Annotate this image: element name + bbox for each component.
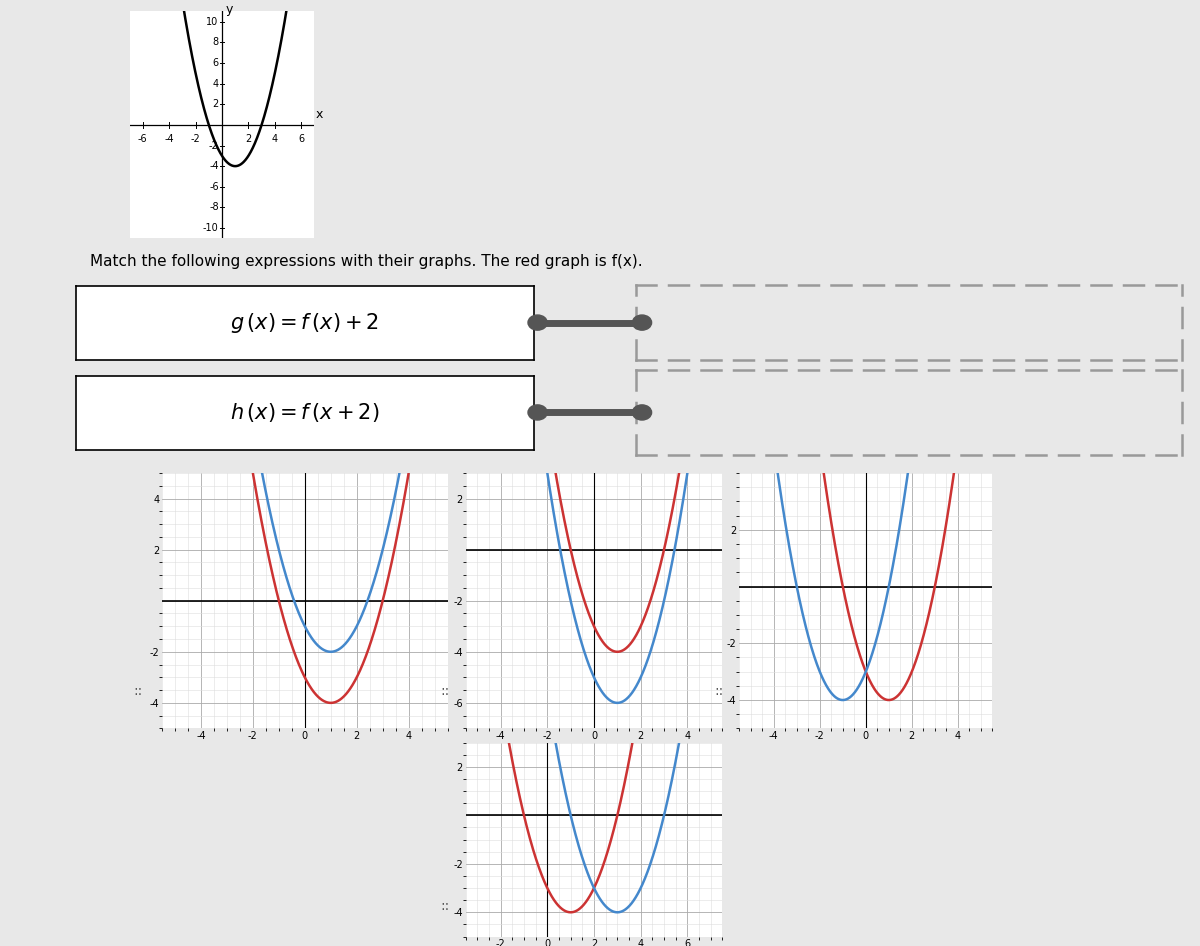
Text: ::: :: — [714, 684, 724, 698]
Text: 6: 6 — [212, 58, 218, 68]
Text: Match the following expressions with their graphs. The red graph is f(x).: Match the following expressions with the… — [90, 254, 643, 269]
Text: -6: -6 — [138, 134, 148, 144]
Text: ::: :: — [440, 900, 449, 913]
Text: ::: :: — [133, 684, 143, 698]
Text: 6: 6 — [298, 134, 305, 144]
Text: 2: 2 — [212, 99, 218, 109]
Text: x: x — [316, 108, 323, 121]
Text: $g\,(x) = f\,(x) + 2$: $g\,(x) = f\,(x) + 2$ — [230, 311, 379, 335]
Text: 10: 10 — [206, 17, 218, 26]
Text: 2: 2 — [245, 134, 252, 144]
Text: y: y — [226, 4, 233, 16]
Text: -6: -6 — [209, 182, 218, 192]
Text: ::: :: — [440, 684, 449, 698]
Text: -2: -2 — [209, 141, 218, 150]
Text: -4: -4 — [164, 134, 174, 144]
Text: $h\,(x) = f\,(x + 2)$: $h\,(x) = f\,(x + 2)$ — [230, 401, 379, 425]
Text: 4: 4 — [212, 79, 218, 89]
Text: 4: 4 — [271, 134, 278, 144]
Text: -2: -2 — [191, 134, 200, 144]
Text: -4: -4 — [209, 161, 218, 171]
Text: 8: 8 — [212, 37, 218, 47]
Text: -10: -10 — [203, 223, 218, 233]
Text: -8: -8 — [209, 202, 218, 213]
